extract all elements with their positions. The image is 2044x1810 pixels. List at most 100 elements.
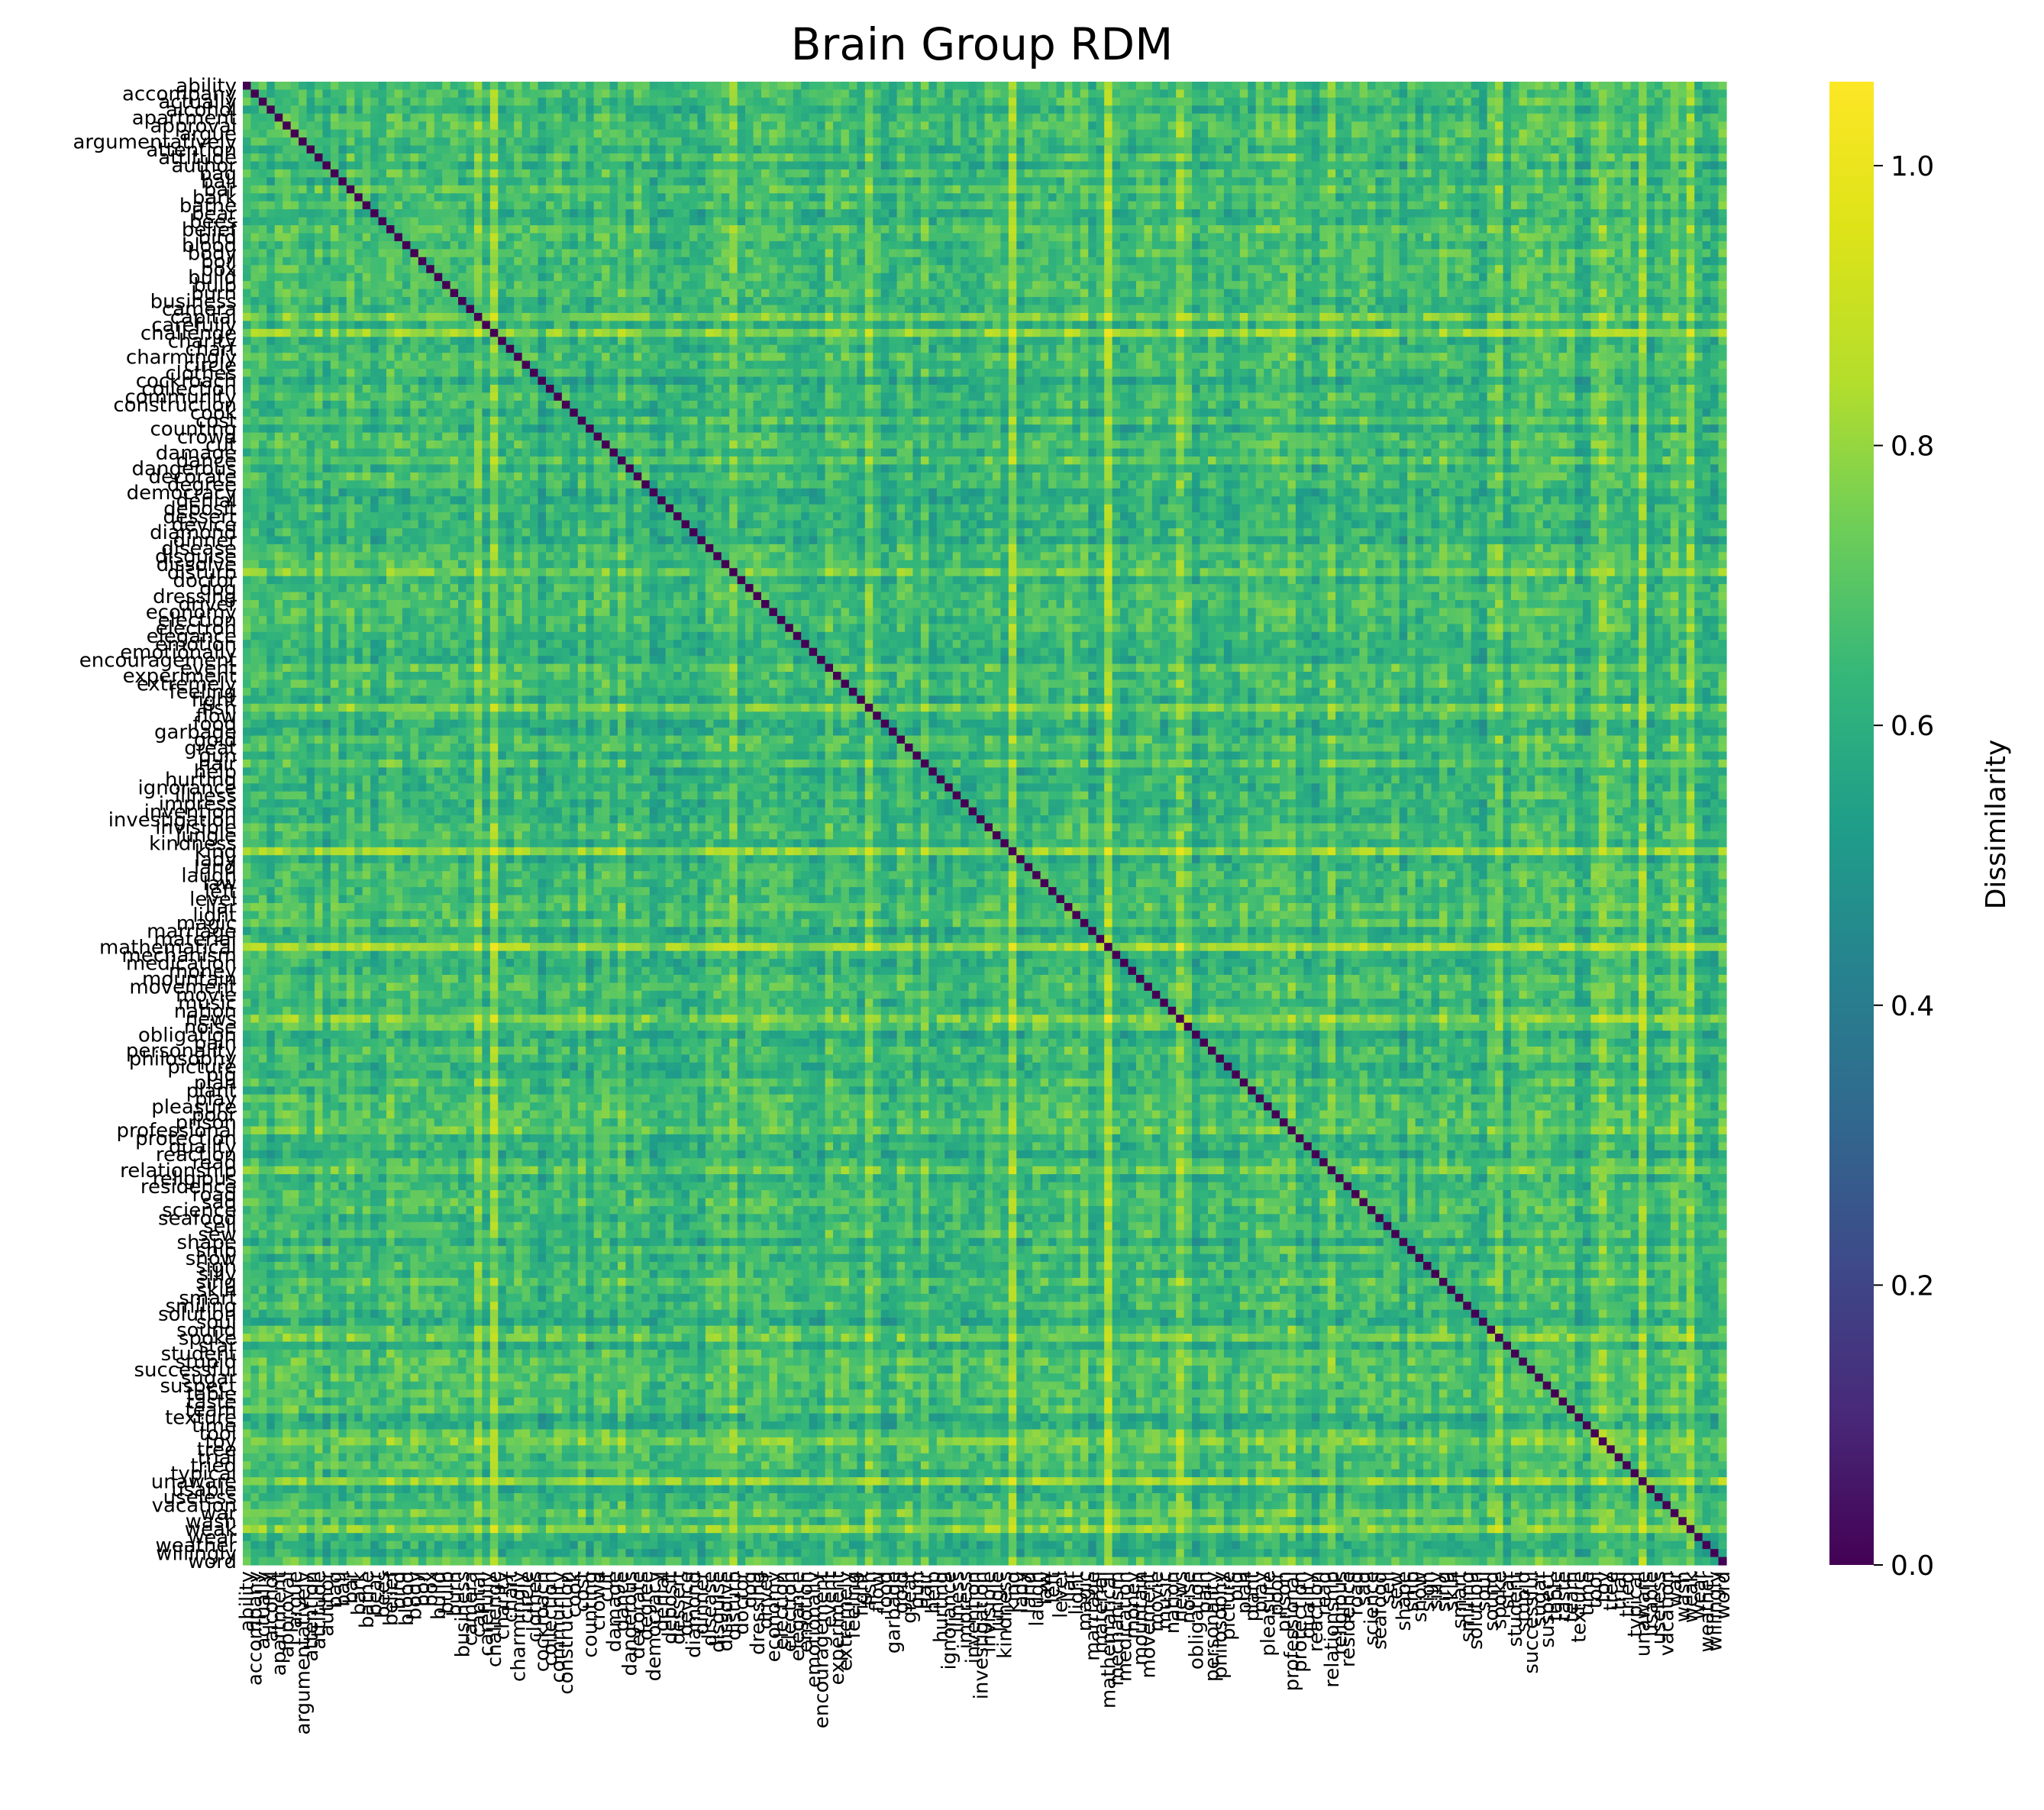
heatmap-cell bbox=[1112, 249, 1121, 258]
heatmap-cell bbox=[482, 240, 491, 250]
heatmap-cell bbox=[482, 281, 491, 290]
heatmap-cell bbox=[1183, 225, 1193, 234]
heatmap-cell bbox=[665, 256, 674, 266]
heatmap-cell bbox=[1096, 209, 1105, 218]
heatmap-cell bbox=[243, 193, 252, 202]
heatmap-cell bbox=[570, 82, 579, 91]
heatmap-cell bbox=[977, 121, 986, 131]
heatmap-cell bbox=[243, 82, 252, 91]
heatmap-cell bbox=[1311, 265, 1320, 274]
heatmap-cell bbox=[602, 145, 611, 154]
heatmap-cell bbox=[450, 137, 459, 147]
heatmap-cell bbox=[1718, 281, 1727, 290]
heatmap-cell bbox=[394, 201, 403, 210]
heatmap-cell bbox=[777, 129, 786, 138]
heatmap-cell bbox=[299, 161, 308, 170]
heatmap-cell bbox=[1064, 289, 1074, 298]
heatmap-cell bbox=[1319, 121, 1329, 131]
heatmap-cell bbox=[561, 169, 570, 178]
heatmap-cell bbox=[1479, 89, 1488, 98]
heatmap-cell bbox=[905, 273, 914, 282]
heatmap-cell bbox=[1128, 129, 1137, 138]
heatmap-cell bbox=[713, 97, 722, 106]
heatmap-cell bbox=[1271, 105, 1280, 115]
heatmap-cell bbox=[1670, 137, 1679, 147]
heatmap-cell bbox=[489, 185, 499, 194]
heatmap-cell bbox=[1702, 217, 1711, 226]
heatmap-cell bbox=[458, 273, 467, 282]
heatmap-cell bbox=[505, 209, 515, 218]
heatmap-cell bbox=[243, 137, 252, 147]
heatmap-cell bbox=[274, 249, 283, 258]
heatmap-cell bbox=[1670, 145, 1679, 154]
heatmap-cell bbox=[586, 217, 595, 226]
heatmap-cell bbox=[1032, 281, 1041, 290]
heatmap-cell bbox=[1702, 137, 1711, 147]
heatmap-cell bbox=[473, 265, 483, 274]
heatmap-cell bbox=[315, 185, 324, 194]
heatmap-cell bbox=[617, 225, 627, 234]
heatmap-cell bbox=[905, 137, 914, 147]
heatmap-cell bbox=[1686, 265, 1695, 274]
heatmap-cell bbox=[1686, 113, 1695, 122]
heatmap-cell bbox=[952, 249, 961, 258]
heatmap-cell bbox=[1120, 82, 1129, 91]
heatmap-cell bbox=[1646, 233, 1655, 242]
heatmap-cell bbox=[402, 273, 411, 282]
heatmap-cell bbox=[848, 273, 857, 282]
heatmap-cell bbox=[681, 97, 690, 106]
heatmap-cell bbox=[1176, 145, 1185, 154]
heatmap-cell bbox=[1639, 121, 1648, 131]
heatmap-cell bbox=[681, 240, 690, 250]
heatmap-cell bbox=[657, 193, 667, 202]
heatmap-cell bbox=[896, 105, 906, 115]
heatmap-cell bbox=[1614, 169, 1623, 178]
heatmap-cell bbox=[1375, 265, 1384, 274]
heatmap-cell bbox=[1558, 145, 1568, 154]
heatmap-cell bbox=[434, 129, 443, 138]
heatmap-cell bbox=[1526, 193, 1535, 202]
heatmap-cell bbox=[418, 233, 427, 242]
heatmap-cell bbox=[864, 82, 873, 91]
heatmap-cell bbox=[1463, 82, 1472, 91]
heatmap-cell bbox=[1223, 82, 1232, 91]
heatmap-cell bbox=[378, 185, 387, 194]
heatmap-cell bbox=[1614, 256, 1623, 266]
heatmap-cell bbox=[1646, 273, 1655, 282]
heatmap-cell bbox=[1287, 240, 1296, 250]
heatmap-cell bbox=[299, 105, 308, 115]
heatmap-cell bbox=[1590, 129, 1600, 138]
heatmap-cell bbox=[729, 281, 738, 290]
heatmap-cell bbox=[250, 233, 260, 242]
heatmap-cell bbox=[1223, 145, 1232, 154]
heatmap-cell bbox=[1702, 240, 1711, 250]
heatmap-cell bbox=[1431, 289, 1440, 298]
heatmap-cell bbox=[785, 289, 794, 298]
heatmap-cell bbox=[1280, 121, 1289, 131]
heatmap-cell bbox=[1590, 281, 1600, 290]
heatmap-cell bbox=[769, 209, 778, 218]
heatmap-cell bbox=[745, 225, 754, 234]
heatmap-cell bbox=[681, 217, 690, 226]
heatmap-cell bbox=[880, 153, 890, 163]
heatmap-cell bbox=[1431, 82, 1440, 91]
heatmap-cell bbox=[673, 256, 683, 266]
heatmap-cell bbox=[1526, 209, 1535, 218]
heatmap-cell bbox=[896, 82, 906, 91]
heatmap-cell bbox=[745, 105, 754, 115]
heatmap-cell bbox=[586, 97, 595, 106]
heatmap-cell bbox=[1407, 137, 1416, 147]
heatmap-cell bbox=[992, 137, 1001, 147]
heatmap-cell bbox=[530, 217, 539, 226]
heatmap-cell bbox=[1016, 161, 1025, 170]
heatmap-cell bbox=[1471, 177, 1480, 186]
heatmap-cell bbox=[442, 289, 451, 298]
heatmap-cell bbox=[880, 161, 890, 170]
heatmap-cell bbox=[809, 289, 818, 298]
heatmap-cell bbox=[442, 161, 451, 170]
heatmap-cell bbox=[1431, 249, 1440, 258]
heatmap-cell bbox=[753, 177, 762, 186]
heatmap-cell bbox=[1718, 233, 1727, 242]
heatmap-cell bbox=[952, 89, 961, 98]
heatmap-cell bbox=[1311, 113, 1320, 122]
